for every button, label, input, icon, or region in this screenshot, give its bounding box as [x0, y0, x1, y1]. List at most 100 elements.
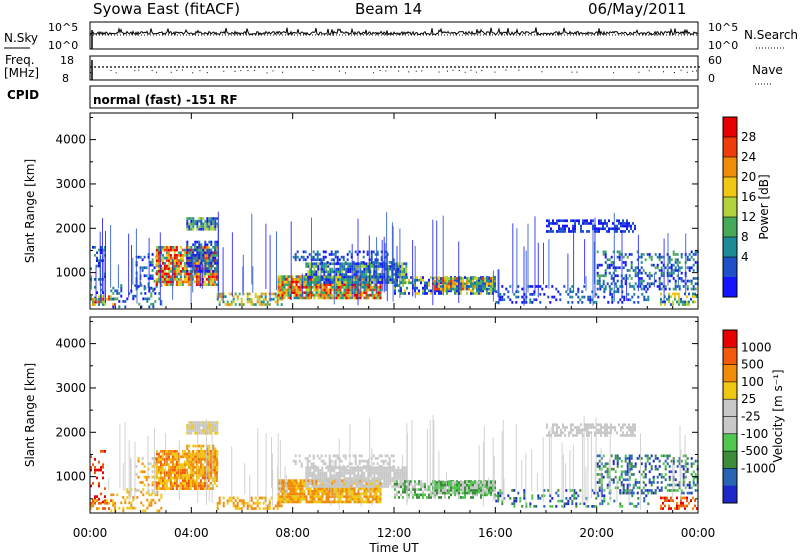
echo-cell — [608, 266, 611, 270]
echo-cell — [330, 465, 333, 468]
echo-cell — [327, 489, 330, 493]
echo-cell — [98, 262, 100, 265]
echo-cell — [327, 293, 330, 297]
echo-cell — [543, 494, 546, 498]
echo-cell — [499, 489, 502, 492]
echo-cell — [289, 497, 292, 501]
echo-cell — [474, 489, 476, 492]
echo-cell — [185, 479, 188, 482]
echo-cell — [688, 300, 690, 304]
echo-cell — [606, 222, 608, 225]
echo-cell — [338, 258, 341, 262]
echo-cell — [142, 297, 145, 301]
echo-cell — [513, 502, 516, 506]
echo-cell — [694, 295, 696, 298]
echo-cell — [252, 303, 255, 306]
echo-cell — [323, 500, 326, 504]
echo-cell — [311, 262, 314, 266]
echo-cell — [181, 452, 184, 456]
echo-cell — [551, 295, 554, 299]
echo-streak — [192, 254, 194, 293]
echo-cell — [377, 497, 380, 501]
echo-cell — [177, 280, 180, 284]
echo-cell — [428, 281, 430, 285]
echo-cell — [292, 459, 295, 463]
echo-cell — [173, 278, 176, 281]
echo-cell — [165, 471, 168, 474]
echo-cell — [472, 279, 474, 283]
echo-cell — [643, 295, 646, 299]
echo-cell — [175, 272, 178, 276]
echo-cell — [686, 303, 688, 306]
echo-cell — [377, 296, 380, 300]
echo-cell — [426, 286, 428, 290]
cpid-value: normal (fast) -151 RF — [93, 93, 238, 107]
echo-cell — [145, 475, 148, 479]
echo-cell — [373, 278, 376, 282]
echo-cell — [608, 219, 610, 223]
echo-cell — [230, 300, 233, 304]
echo-cell — [636, 271, 639, 275]
echo-cell — [571, 295, 574, 299]
echo-cell — [430, 289, 432, 293]
echo-cell — [186, 431, 189, 435]
echo-cell — [207, 280, 210, 284]
echo-cell — [186, 243, 189, 247]
echo-cell — [361, 474, 364, 478]
echo-cell — [277, 500, 280, 504]
echo-cell — [499, 293, 502, 296]
echo-cell — [104, 303, 106, 306]
echo-cell — [373, 485, 376, 488]
echo-cell — [285, 293, 288, 297]
echo-cell — [296, 255, 299, 259]
echo-cell — [186, 452, 189, 456]
echo-cell — [210, 458, 213, 461]
echo-cell — [323, 492, 326, 496]
echo-cell — [521, 505, 524, 508]
echo-cell — [364, 459, 367, 463]
echo-cell — [335, 288, 338, 292]
echo-cell — [193, 262, 196, 265]
echo-cell — [215, 479, 218, 482]
echo-cell — [648, 285, 651, 288]
echo-cell — [392, 258, 395, 262]
echo-cell — [186, 447, 189, 451]
echo-streak — [201, 263, 203, 289]
echo-cell — [339, 273, 342, 276]
echo-cell — [472, 282, 474, 286]
echo-streak — [159, 232, 161, 306]
echo-cell — [198, 246, 201, 249]
echo-cell — [486, 490, 488, 494]
echo-cell — [456, 486, 458, 490]
echo-cell — [173, 450, 176, 453]
echo-cell — [494, 489, 496, 492]
echo-cell — [189, 251, 192, 255]
echo-cell — [155, 460, 158, 464]
echo-cell — [321, 283, 324, 286]
echo-streak — [613, 212, 615, 302]
echo-cell — [311, 265, 314, 268]
echo-cell — [351, 489, 354, 493]
echo-cell — [165, 463, 168, 466]
echo-cell — [519, 497, 522, 500]
echo-cell — [158, 292, 161, 295]
echo-cell — [646, 253, 649, 256]
echo-cell — [373, 469, 376, 472]
echo-cell — [208, 429, 211, 432]
echo-cell — [446, 289, 448, 293]
echo-cell — [303, 280, 306, 284]
colorbar-swatch — [723, 197, 737, 218]
echo-cell — [575, 505, 578, 508]
echo-cell — [165, 254, 168, 257]
echo-cell — [686, 300, 688, 304]
echo-cell — [355, 492, 358, 496]
echo-cell — [480, 277, 482, 280]
echo-cell — [337, 273, 340, 276]
echo-cell — [452, 486, 454, 490]
echo-cell — [98, 468, 100, 472]
echo-cell — [192, 474, 195, 477]
echo-cell — [672, 271, 675, 275]
echo-cell — [343, 477, 346, 480]
echo-cell — [256, 499, 259, 502]
echo-cell — [375, 492, 378, 496]
